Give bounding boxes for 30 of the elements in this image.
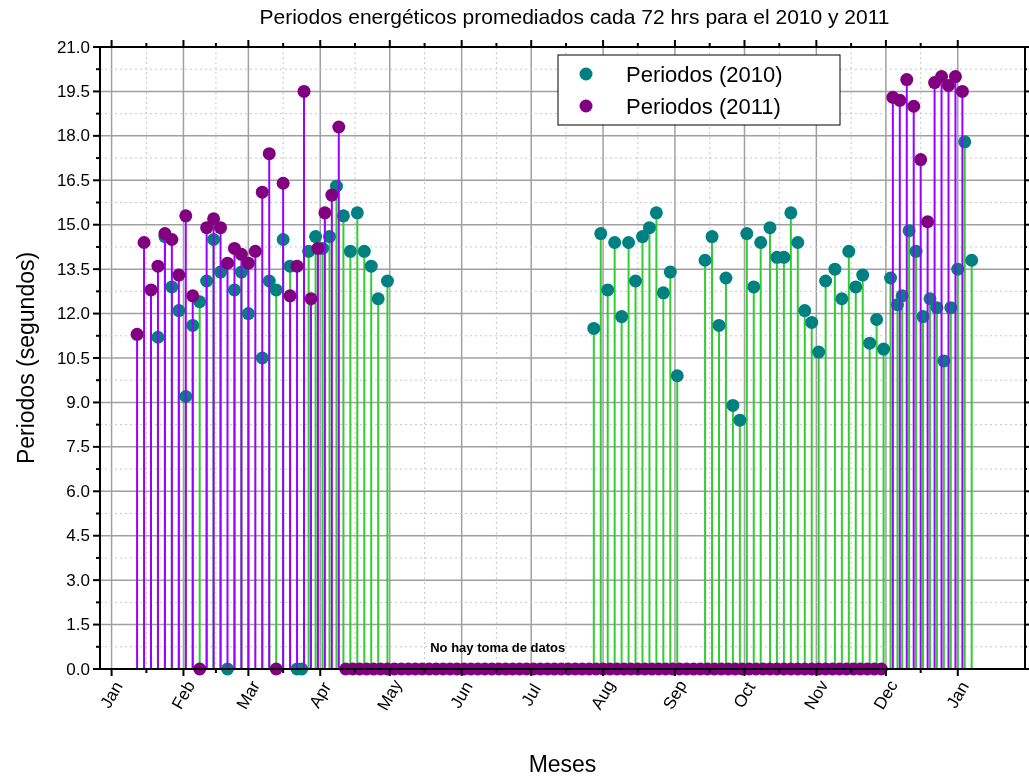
y-tick-label: 12.0	[56, 304, 90, 324]
y-tick-label: 1.5	[66, 615, 90, 635]
y-tick-label: 7.5	[66, 437, 90, 457]
x-tick-label: Sep	[659, 677, 691, 713]
x-tick-label: Feb	[167, 677, 200, 713]
y-tick-label: 15.0	[56, 215, 90, 235]
y-axis-title: Periodos (segundos)	[13, 251, 39, 465]
y-tick-label: 4.5	[66, 526, 90, 546]
y-tick-label: 18.0	[56, 126, 90, 146]
y-tick-label: 0.0	[66, 659, 90, 679]
y-tick-label: 19.5	[56, 81, 90, 101]
y-tick-label: 10.5	[56, 348, 90, 368]
legend-label: Periodos (2010)	[626, 61, 783, 87]
legend-label: Periodos (2011)	[626, 93, 781, 119]
y-tick-label: 9.0	[66, 392, 90, 412]
x-tick-label: Oct	[729, 678, 760, 712]
x-axis-title: Meses	[528, 751, 597, 777]
x-tick-label: Mar	[232, 677, 265, 713]
y-tick-label: 21.0	[56, 37, 90, 57]
annotation: No hay toma de datos	[430, 640, 566, 655]
y-tick-label: 13.5	[56, 259, 90, 279]
x-tick-label: Jul	[517, 680, 545, 710]
x-tick-label: Apr	[305, 678, 336, 712]
x-tick-label: Jun	[446, 678, 477, 712]
y-tick-label: 16.5	[56, 170, 90, 190]
x-tick-label: Jan	[96, 678, 127, 712]
y-tick-label: 3.0	[66, 570, 90, 590]
x-tick-label: Jan	[942, 678, 973, 712]
chart-title: Periodos energéticos promediados cada 72 hrs para el 2010 y 2011	[259, 5, 890, 28]
y-tick-label: 6.0	[66, 481, 90, 501]
